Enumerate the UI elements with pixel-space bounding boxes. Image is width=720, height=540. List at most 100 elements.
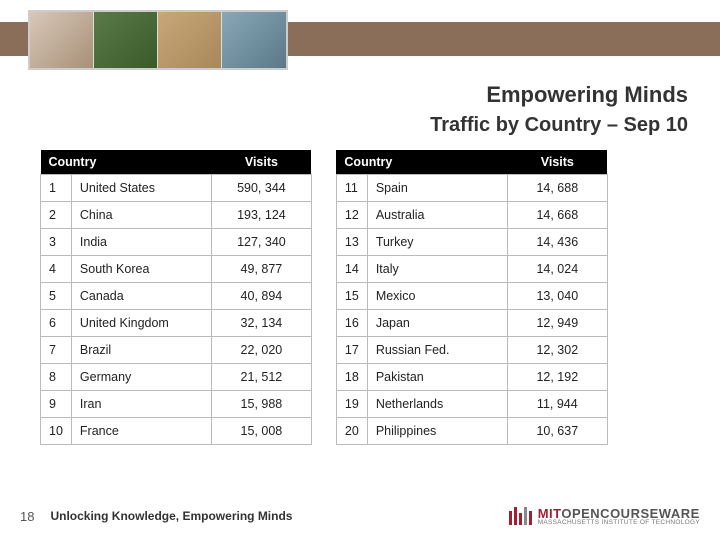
cell-rank: 6	[41, 310, 72, 337]
footer-left: 18 Unlocking Knowledge, Empowering Minds	[20, 509, 292, 524]
cell-rank: 19	[336, 391, 367, 418]
footer-tagline: Unlocking Knowledge, Empowering Minds	[50, 509, 292, 523]
table-row: 5Canada40, 894	[41, 283, 312, 310]
cell-visits: 14, 024	[507, 256, 607, 283]
col-header-visits: Visits	[211, 150, 311, 175]
cell-rank: 17	[336, 337, 367, 364]
table-row: 8Germany21, 512	[41, 364, 312, 391]
cell-country: United Kingdom	[71, 310, 211, 337]
cell-country: India	[71, 229, 211, 256]
traffic-table-right: Country Visits 11Spain14, 68812Australia…	[336, 150, 608, 445]
header-photo-4	[222, 12, 286, 68]
cell-country: Australia	[367, 202, 507, 229]
table-row: 15Mexico13, 040	[336, 283, 607, 310]
cell-rank: 8	[41, 364, 72, 391]
cell-visits: 40, 894	[211, 283, 311, 310]
traffic-table-left: Country Visits 1United States590, 3442Ch…	[40, 150, 312, 445]
cell-country: Brazil	[71, 337, 211, 364]
cell-visits: 10, 637	[507, 418, 607, 445]
cell-visits: 32, 134	[211, 310, 311, 337]
table-row: 7Brazil22, 020	[41, 337, 312, 364]
cell-rank: 20	[336, 418, 367, 445]
logo-text: MITOPENCOURSEWARE MASSACHUSETTS INSTITUT…	[538, 507, 700, 527]
table-row: 20Philippines10, 637	[336, 418, 607, 445]
table-row: 2China193, 124	[41, 202, 312, 229]
slide-title: Empowering Minds	[486, 82, 688, 108]
cell-visits: 14, 688	[507, 175, 607, 202]
table-header-row: Country Visits	[41, 150, 312, 175]
cell-rank: 2	[41, 202, 72, 229]
cell-country: Spain	[367, 175, 507, 202]
table-row: 18Pakistan12, 192	[336, 364, 607, 391]
slide-footer: 18 Unlocking Knowledge, Empowering Minds…	[20, 507, 700, 527]
cell-country: Italy	[367, 256, 507, 283]
cell-visits: 21, 512	[211, 364, 311, 391]
cell-visits: 15, 008	[211, 418, 311, 445]
cell-country: Canada	[71, 283, 211, 310]
table-header-row: Country Visits	[336, 150, 607, 175]
cell-visits: 14, 436	[507, 229, 607, 256]
cell-country: Pakistan	[367, 364, 507, 391]
mit-logo-icon	[509, 507, 532, 525]
cell-country: Mexico	[367, 283, 507, 310]
cell-visits: 11, 944	[507, 391, 607, 418]
cell-country: Turkey	[367, 229, 507, 256]
cell-rank: 9	[41, 391, 72, 418]
cell-rank: 3	[41, 229, 72, 256]
table-row: 13Turkey14, 436	[336, 229, 607, 256]
cell-rank: 16	[336, 310, 367, 337]
logo-main-text: MITOPENCOURSEWARE	[538, 507, 700, 520]
cell-country: Japan	[367, 310, 507, 337]
table-row: 3India127, 340	[41, 229, 312, 256]
cell-visits: 12, 949	[507, 310, 607, 337]
cell-rank: 14	[336, 256, 367, 283]
cell-visits: 14, 668	[507, 202, 607, 229]
table-row: 1United States590, 344	[41, 175, 312, 202]
cell-country: Russian Fed.	[367, 337, 507, 364]
cell-country: South Korea	[71, 256, 211, 283]
cell-country: Iran	[71, 391, 211, 418]
table-row: 19Netherlands11, 944	[336, 391, 607, 418]
cell-rank: 15	[336, 283, 367, 310]
cell-rank: 4	[41, 256, 72, 283]
mit-ocw-logo: MITOPENCOURSEWARE MASSACHUSETTS INSTITUT…	[509, 507, 700, 527]
table-row: 10France15, 008	[41, 418, 312, 445]
header-band	[0, 0, 720, 80]
cell-visits: 49, 877	[211, 256, 311, 283]
cell-country: Germany	[71, 364, 211, 391]
header-photo-2	[94, 12, 158, 68]
cell-country: United States	[71, 175, 211, 202]
cell-rank: 12	[336, 202, 367, 229]
cell-visits: 15, 988	[211, 391, 311, 418]
cell-visits: 590, 344	[211, 175, 311, 202]
cell-country: Netherlands	[367, 391, 507, 418]
cell-visits: 22, 020	[211, 337, 311, 364]
cell-visits: 13, 040	[507, 283, 607, 310]
cell-visits: 12, 192	[507, 364, 607, 391]
tables-container: Country Visits 1United States590, 3442Ch…	[40, 150, 688, 445]
table-row: 4South Korea49, 877	[41, 256, 312, 283]
cell-rank: 13	[336, 229, 367, 256]
cell-rank: 5	[41, 283, 72, 310]
table-row: 14Italy14, 024	[336, 256, 607, 283]
page-number: 18	[20, 509, 34, 524]
cell-rank: 7	[41, 337, 72, 364]
table-row: 6United Kingdom32, 134	[41, 310, 312, 337]
logo-sub-text: MASSACHUSETTS INSTITUTE OF TECHNOLOGY	[538, 520, 700, 527]
table-row: 12Australia14, 668	[336, 202, 607, 229]
table-row: 11Spain14, 688	[336, 175, 607, 202]
cell-country: France	[71, 418, 211, 445]
cell-visits: 127, 340	[211, 229, 311, 256]
col-header-country: Country	[336, 150, 507, 175]
cell-country: Philippines	[367, 418, 507, 445]
table-row: 16Japan12, 949	[336, 310, 607, 337]
header-photo-1	[30, 12, 94, 68]
cell-country: China	[71, 202, 211, 229]
table-row: 17Russian Fed.12, 302	[336, 337, 607, 364]
cell-visits: 12, 302	[507, 337, 607, 364]
header-photo-3	[158, 12, 222, 68]
col-header-country: Country	[41, 150, 212, 175]
cell-rank: 1	[41, 175, 72, 202]
cell-visits: 193, 124	[211, 202, 311, 229]
col-header-visits: Visits	[507, 150, 607, 175]
